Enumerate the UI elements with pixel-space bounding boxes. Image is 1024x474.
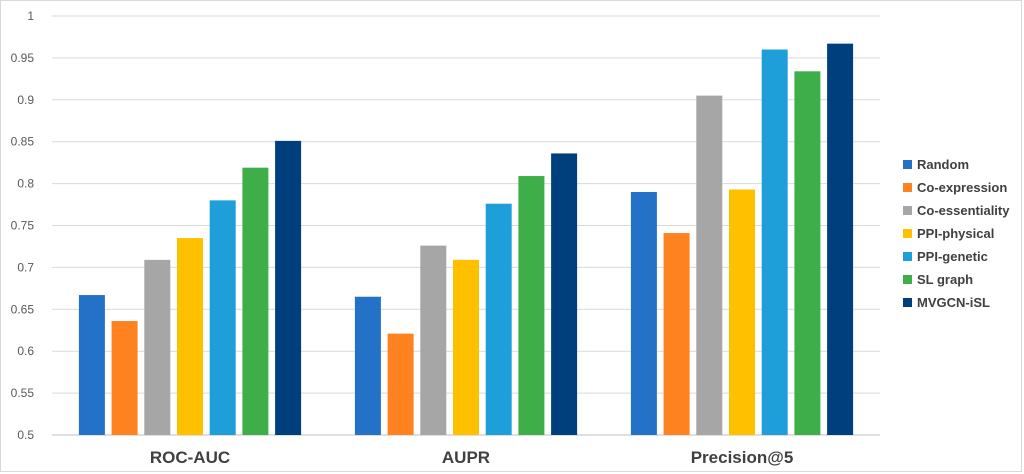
y-tick-label: 0.95 (11, 51, 35, 65)
y-tick-label: 0.5 (17, 428, 34, 442)
y-tick-label: 0.8 (17, 177, 34, 191)
legend-swatch (903, 275, 912, 284)
bar-ppi-physical-1 (453, 259, 479, 435)
bar-co-essentiality-2 (696, 95, 723, 436)
legend-label: PPI-genetic (917, 249, 988, 264)
bar-co-essentiality-1 (420, 245, 447, 435)
y-tick-label: 0.6 (17, 344, 34, 358)
bar-mvgcn-isl-1 (551, 153, 578, 435)
bar-sl-graph-1 (518, 176, 545, 436)
y-tick-label: 1 (27, 9, 34, 23)
bar-mvgcn-isl-2 (827, 43, 854, 436)
bar-co-essentiality-0 (144, 259, 171, 435)
y-tick-label: 0.55 (11, 386, 35, 400)
x-category-label: Precision@5 (691, 448, 794, 467)
x-axis-category-labels: ROC-AUC AUPR Precision@5 (150, 448, 793, 467)
legend-label: Co-essentiality (917, 203, 1010, 218)
legend-swatch (903, 183, 912, 192)
legend-swatch (903, 298, 912, 307)
y-tick-label: 0.7 (17, 260, 34, 274)
bar-co-expression-1 (387, 333, 414, 435)
bar-ppi-genetic-2 (761, 49, 788, 436)
bar-sl-graph-0 (242, 167, 269, 436)
legend-swatch (903, 160, 912, 169)
bar-ppi-genetic-1 (485, 203, 512, 435)
legend: Random Co-expression Co-essentiality PPI-ph… (903, 157, 1010, 310)
bar-mvgcn-isl-0 (275, 140, 302, 435)
legend-swatch (903, 252, 912, 261)
bar-co-expression-2 (663, 233, 690, 435)
legend-swatch (903, 229, 912, 238)
legend-label: MVGCN-iSL (917, 295, 990, 310)
y-tick-label: 0.85 (11, 135, 35, 149)
y-tick-label: 0.75 (11, 219, 35, 233)
bar-random-0 (78, 295, 105, 435)
bar-sl-graph-2 (794, 71, 821, 436)
x-category-label: ROC-AUC (150, 448, 230, 467)
y-tick-label: 0.9 (17, 93, 34, 107)
bar-ppi-genetic-0 (209, 200, 236, 435)
bar-co-expression-0 (111, 321, 138, 435)
legend-label: PPI-physical (917, 226, 994, 241)
bars (78, 43, 854, 436)
legend-label: Co-expression (917, 180, 1007, 195)
x-category-label: AUPR (442, 448, 490, 467)
y-tick-label: 0.65 (11, 302, 35, 316)
legend-label: SL graph (917, 272, 973, 287)
legend-label: Random (917, 157, 969, 172)
bar-ppi-physical-0 (177, 238, 203, 435)
bar-ppi-physical-2 (729, 189, 755, 435)
bar-random-1 (354, 296, 381, 435)
legend-swatch (903, 206, 912, 215)
y-axis-tick-labels: 0.5 0.55 0.6 0.65 0.7 0.75 0.8 0.85 0.9 0.95 1 (11, 9, 35, 442)
bar-random-2 (630, 191, 657, 435)
